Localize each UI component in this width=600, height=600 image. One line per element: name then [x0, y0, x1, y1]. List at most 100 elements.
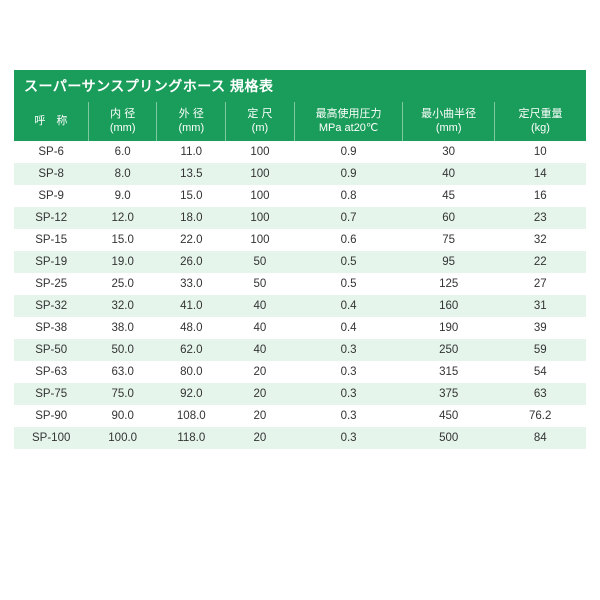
table-row: SP-3838.048.0400.419039 [14, 317, 586, 339]
table-title: スーパーサンスプリングホース 規格表 [14, 70, 586, 102]
column-header-line2: MPa at20℃ [297, 121, 401, 135]
cell: 6.0 [88, 141, 157, 163]
cell: 15.0 [157, 185, 226, 207]
cell: 125 [403, 273, 495, 295]
table-row: SP-3232.041.0400.416031 [14, 295, 586, 317]
cell: 48.0 [157, 317, 226, 339]
column-header-line1: 定尺重量 [497, 107, 584, 121]
cell: SP-19 [14, 251, 88, 273]
cell: 92.0 [157, 383, 226, 405]
column-header-line2: (kg) [497, 121, 584, 135]
cell: 38.0 [88, 317, 157, 339]
cell: 33.0 [157, 273, 226, 295]
cell: 0.3 [294, 339, 403, 361]
cell: 60 [403, 207, 495, 229]
column-header-line1: 呼 称 [16, 114, 86, 128]
column-header-6: 定尺重量(kg) [494, 102, 586, 141]
cell: 26.0 [157, 251, 226, 273]
cell: 27 [494, 273, 586, 295]
cell: SP-15 [14, 229, 88, 251]
cell: SP-6 [14, 141, 88, 163]
table-row: SP-99.015.01000.84516 [14, 185, 586, 207]
cell: 0.3 [294, 361, 403, 383]
cell: 11.0 [157, 141, 226, 163]
cell: SP-9 [14, 185, 88, 207]
cell: 100.0 [88, 427, 157, 449]
cell: 31 [494, 295, 586, 317]
column-header-line1: 定 尺 [228, 107, 292, 121]
table-row: SP-2525.033.0500.512527 [14, 273, 586, 295]
column-header-4: 最高使用圧力MPa at20℃ [294, 102, 403, 141]
cell: 25.0 [88, 273, 157, 295]
cell: 23 [494, 207, 586, 229]
column-header-line1: 外 径 [159, 107, 223, 121]
cell: 40 [226, 317, 295, 339]
cell: 160 [403, 295, 495, 317]
cell: 118.0 [157, 427, 226, 449]
column-header-0: 呼 称 [14, 102, 88, 141]
cell: 22.0 [157, 229, 226, 251]
column-header-line2: (mm) [405, 121, 492, 135]
cell: 250 [403, 339, 495, 361]
cell: 20 [226, 383, 295, 405]
cell: SP-32 [14, 295, 88, 317]
cell: SP-90 [14, 405, 88, 427]
cell: 0.5 [294, 251, 403, 273]
cell: 18.0 [157, 207, 226, 229]
cell: 0.6 [294, 229, 403, 251]
cell: 100 [226, 229, 295, 251]
cell: 0.8 [294, 185, 403, 207]
cell: 50 [226, 251, 295, 273]
table-row: SP-1919.026.0500.59522 [14, 251, 586, 273]
cell: 0.3 [294, 383, 403, 405]
cell: 100 [226, 163, 295, 185]
table-header: 呼 称内 径(mm)外 径(mm)定 尺(m)最高使用圧力MPa at20℃最小… [14, 102, 586, 141]
column-header-5: 最小曲半径(mm) [403, 102, 495, 141]
table-body: SP-66.011.01000.93010SP-88.013.51000.940… [14, 141, 586, 449]
cell: 315 [403, 361, 495, 383]
cell: 40 [226, 295, 295, 317]
cell: 62.0 [157, 339, 226, 361]
column-header-line1: 最小曲半径 [405, 107, 492, 121]
cell: 0.4 [294, 317, 403, 339]
cell: 190 [403, 317, 495, 339]
cell: 8.0 [88, 163, 157, 185]
cell: SP-12 [14, 207, 88, 229]
cell: 0.9 [294, 141, 403, 163]
cell: SP-25 [14, 273, 88, 295]
cell: 80.0 [157, 361, 226, 383]
table-row: SP-88.013.51000.94014 [14, 163, 586, 185]
cell: 40 [403, 163, 495, 185]
cell: 0.5 [294, 273, 403, 295]
column-header-line2: (m) [228, 121, 292, 135]
cell: 50 [226, 273, 295, 295]
cell: 15.0 [88, 229, 157, 251]
cell: 22 [494, 251, 586, 273]
cell: 32.0 [88, 295, 157, 317]
cell: 20 [226, 427, 295, 449]
cell: 100 [226, 207, 295, 229]
cell: 100 [226, 141, 295, 163]
column-header-line2: (mm) [91, 121, 155, 135]
cell: 63.0 [88, 361, 157, 383]
cell: 20 [226, 405, 295, 427]
cell: 10 [494, 141, 586, 163]
cell: 9.0 [88, 185, 157, 207]
column-header-line1: 内 径 [91, 107, 155, 121]
table-row: SP-5050.062.0400.325059 [14, 339, 586, 361]
cell: 75.0 [88, 383, 157, 405]
cell: 41.0 [157, 295, 226, 317]
cell: 40 [226, 339, 295, 361]
cell: 19.0 [88, 251, 157, 273]
table-row: SP-1212.018.01000.76023 [14, 207, 586, 229]
cell: 13.5 [157, 163, 226, 185]
column-header-line2: (mm) [159, 121, 223, 135]
cell: 0.3 [294, 405, 403, 427]
column-header-3: 定 尺(m) [226, 102, 295, 141]
cell: 108.0 [157, 405, 226, 427]
cell: 14 [494, 163, 586, 185]
cell: 30 [403, 141, 495, 163]
cell: 450 [403, 405, 495, 427]
cell: 45 [403, 185, 495, 207]
cell: 20 [226, 361, 295, 383]
